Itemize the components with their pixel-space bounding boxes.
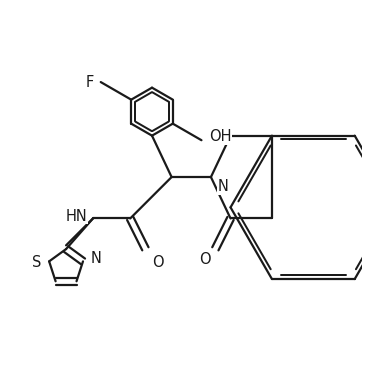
Text: S: S: [32, 255, 42, 270]
Text: N: N: [91, 251, 101, 266]
Text: OH: OH: [209, 130, 232, 145]
Text: O: O: [152, 255, 164, 270]
Text: N: N: [218, 179, 228, 194]
Text: O: O: [199, 252, 211, 267]
Text: HN: HN: [66, 209, 88, 224]
Text: F: F: [86, 74, 94, 89]
